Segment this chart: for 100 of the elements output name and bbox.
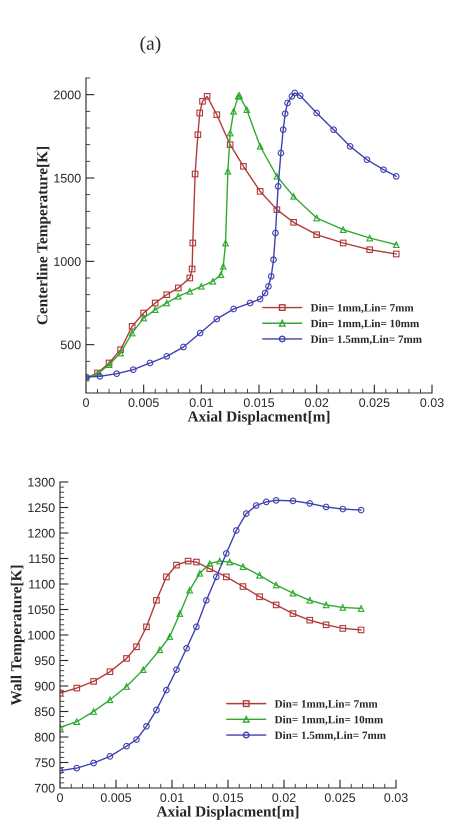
x-tick-label: 0.015 xyxy=(212,793,244,802)
point xyxy=(270,256,277,263)
point xyxy=(140,314,147,322)
point xyxy=(176,610,184,617)
point xyxy=(206,565,214,572)
point xyxy=(90,708,97,715)
point xyxy=(152,300,159,306)
point xyxy=(290,610,296,617)
point xyxy=(96,373,104,380)
x-tick-label: 0.005 xyxy=(100,793,132,802)
x-tick-label: 0 xyxy=(83,398,89,408)
point xyxy=(256,572,263,579)
point xyxy=(222,574,230,580)
point xyxy=(153,596,160,604)
point xyxy=(392,173,400,180)
point xyxy=(380,166,387,173)
point xyxy=(199,98,206,105)
point xyxy=(196,330,204,336)
point xyxy=(146,360,154,366)
point xyxy=(186,274,194,282)
point xyxy=(290,498,296,504)
y-tick-label: 1000 xyxy=(28,630,55,640)
point xyxy=(174,293,182,300)
point xyxy=(290,219,297,226)
x-axis-title: Axial Displacment[m] xyxy=(188,410,330,425)
legend-label: Din= 1mm,Lin= 10mm xyxy=(274,716,384,725)
point xyxy=(366,246,374,253)
point xyxy=(166,633,174,640)
x-tick-label: 0.02 xyxy=(272,793,296,802)
point xyxy=(73,684,80,692)
point xyxy=(226,130,234,136)
y-tick-label: 1250 xyxy=(28,503,55,512)
point xyxy=(220,263,227,270)
point xyxy=(184,558,192,564)
x-tick-label: 0.01 xyxy=(190,398,213,408)
point xyxy=(196,570,204,577)
y-tick-label: 700 xyxy=(34,784,55,793)
point xyxy=(339,506,346,512)
point xyxy=(280,126,287,133)
point xyxy=(226,141,234,148)
point xyxy=(296,92,304,99)
point xyxy=(306,500,314,507)
point xyxy=(272,230,279,236)
point xyxy=(152,306,159,313)
point xyxy=(256,593,263,600)
point xyxy=(198,283,205,290)
point xyxy=(196,110,204,116)
point xyxy=(313,231,320,238)
point xyxy=(133,643,140,650)
point xyxy=(156,646,164,654)
point xyxy=(117,346,124,353)
y-tick-label: 2000 xyxy=(54,90,81,100)
point xyxy=(364,156,370,163)
point xyxy=(358,506,364,514)
point xyxy=(256,143,264,150)
point xyxy=(183,644,190,652)
y-tick-label: 1200 xyxy=(28,528,55,538)
y-tick-label: 800 xyxy=(34,732,55,742)
point xyxy=(140,666,147,674)
point xyxy=(230,306,237,312)
y-axis-title: Wall Temperature[K] xyxy=(10,566,25,706)
point xyxy=(113,370,120,377)
point xyxy=(274,173,280,180)
point xyxy=(203,596,210,604)
point xyxy=(252,502,260,509)
point xyxy=(188,266,196,272)
point xyxy=(222,550,230,557)
point xyxy=(330,126,337,133)
point xyxy=(106,753,114,760)
point xyxy=(213,316,220,322)
point xyxy=(163,353,170,360)
point xyxy=(73,764,80,772)
y-tick-label: 1150 xyxy=(29,554,55,564)
point xyxy=(278,150,284,156)
y-tick-label: 500 xyxy=(60,340,81,350)
point xyxy=(180,344,187,350)
point xyxy=(130,366,137,373)
point xyxy=(290,590,296,597)
y-axis-title: Centerline Temperature[K] xyxy=(36,147,51,324)
point xyxy=(224,168,232,175)
point xyxy=(174,284,182,292)
point xyxy=(240,563,246,570)
point xyxy=(272,602,280,608)
point xyxy=(163,291,170,298)
point xyxy=(163,574,170,580)
point xyxy=(216,558,224,564)
point xyxy=(366,234,374,242)
point xyxy=(232,527,240,534)
point xyxy=(306,616,314,624)
x-tick-label: 0.025 xyxy=(324,793,356,802)
point xyxy=(282,110,289,117)
point xyxy=(246,300,254,306)
point xyxy=(143,722,150,730)
point xyxy=(186,586,194,594)
point xyxy=(262,290,268,296)
x-tick-label: 0.01 xyxy=(160,793,184,802)
point xyxy=(123,655,130,662)
point xyxy=(272,582,280,588)
point xyxy=(339,625,346,632)
point xyxy=(284,100,291,106)
